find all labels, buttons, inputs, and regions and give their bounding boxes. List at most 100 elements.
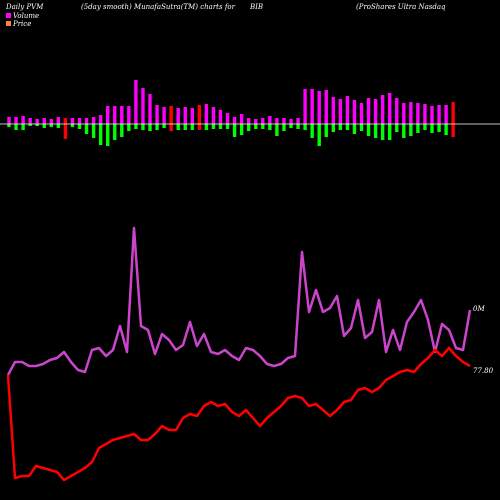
volume-bar-up	[106, 106, 110, 124]
volume-bar-down	[352, 124, 357, 134]
volume-bar-up	[56, 117, 61, 124]
volume-bar-up	[268, 116, 272, 124]
volume-bar-up	[14, 117, 18, 124]
volume-bar-down	[63, 124, 68, 139]
volume-bar-down	[190, 124, 194, 130]
volume-bar-up	[373, 99, 378, 124]
volume-bar-down	[127, 124, 131, 131]
volume-bars	[7, 80, 455, 146]
volume-bar-up	[331, 97, 335, 124]
volume-bar-down	[282, 124, 286, 131]
volume-bar-up	[395, 98, 399, 124]
volume-bar-up	[303, 89, 307, 124]
volume-bar-up	[42, 118, 46, 124]
volume-bar-down	[28, 124, 32, 126]
volume-bar-up	[380, 95, 385, 124]
volume-bar-down	[21, 124, 25, 130]
volume-bar-up	[141, 88, 145, 124]
volume-bar-up	[289, 119, 293, 124]
volume-bar-down	[183, 124, 187, 130]
volume-bar-up	[352, 100, 357, 124]
volume-bar-up	[197, 105, 202, 124]
volume-bar-down	[303, 124, 307, 130]
volume-bar-down	[120, 124, 124, 137]
volume-bar-down	[197, 124, 202, 130]
volume-bar-down	[134, 124, 138, 129]
volume-bar-down	[437, 124, 441, 132]
volume-bar-up	[366, 98, 371, 124]
volume-bar-up	[345, 96, 350, 124]
volume-bar-down	[211, 124, 216, 129]
volume-bar-up	[49, 119, 53, 124]
legend-price-label: Price	[12, 20, 31, 28]
volume-bar-up	[84, 118, 89, 124]
volume-bar-down	[7, 124, 11, 127]
volume-bar-down	[296, 124, 300, 129]
volume-bar-up	[176, 108, 180, 124]
volume-bar-up	[7, 117, 11, 124]
price-line	[6, 346, 471, 482]
volume-bar-down	[373, 124, 378, 138]
volume-bar-up	[296, 118, 300, 124]
volume-bar-down	[91, 124, 96, 138]
volume-bar-down	[49, 124, 53, 127]
volume-bar-up	[120, 106, 124, 124]
volume-bar-up	[338, 99, 343, 124]
volume-bar-up	[416, 103, 420, 124]
volume-bar-down	[444, 124, 448, 135]
volume-bar-up	[204, 104, 209, 124]
volume-bar-down	[42, 124, 46, 128]
volume-bar-up	[437, 105, 441, 124]
volume-bar-down	[141, 124, 145, 130]
volume-bar-up	[444, 105, 448, 124]
volume-bar-down	[56, 124, 61, 128]
volume-bar-down	[331, 124, 335, 132]
volume-bar-up	[239, 114, 244, 124]
volume-bar-up	[70, 118, 75, 124]
volume-bar-down	[225, 124, 230, 129]
volume-bar-down	[14, 124, 18, 130]
volume-bar-down	[162, 124, 166, 128]
volume-bar-up	[155, 105, 159, 124]
volume-bar-down	[366, 124, 371, 136]
volume-bar-down	[35, 124, 39, 126]
header-right: (ProShares Ultra Nasdaq	[356, 3, 446, 11]
volume-bar-down	[380, 124, 385, 140]
volume-bar-down	[402, 124, 406, 138]
volume-bar-down	[317, 124, 321, 146]
volume-bar-up	[113, 106, 117, 124]
volume-bar-up	[218, 110, 223, 124]
legend-volume-label: Volume	[13, 12, 39, 20]
volume-bar-up	[324, 90, 328, 124]
volume-bar-up	[261, 118, 265, 124]
volume-bar-up	[282, 118, 286, 124]
volume-bar-up	[21, 116, 25, 124]
volume-bar-down	[169, 124, 173, 131]
volume-bar-up	[91, 117, 96, 124]
volume-bar-down	[430, 124, 434, 133]
volume-bar-up	[35, 119, 39, 124]
volume-bar-down	[388, 124, 392, 140]
volume-bar-up	[63, 118, 68, 124]
volume-bar-up	[232, 117, 237, 124]
volume-bar-down	[275, 124, 279, 136]
volume-bar-up	[183, 107, 187, 124]
volume-bar-up	[409, 102, 413, 124]
header-symbol: BIB	[249, 3, 263, 11]
volume-bar-down	[423, 124, 427, 130]
volume-bar-up	[162, 107, 166, 124]
volume-bar-down	[77, 124, 82, 129]
volume-bar-up	[275, 118, 279, 124]
volume-bar-down	[289, 124, 293, 128]
header-left: Daily PVM	[5, 3, 44, 11]
volume-bar-down	[232, 124, 237, 137]
volume-bar-down	[324, 124, 328, 137]
volume-bar-up	[28, 118, 32, 124]
line-series	[6, 226, 472, 482]
volume-bar-down	[218, 124, 223, 129]
volume-bar-down	[106, 124, 110, 146]
volume-bar-up	[310, 89, 314, 124]
